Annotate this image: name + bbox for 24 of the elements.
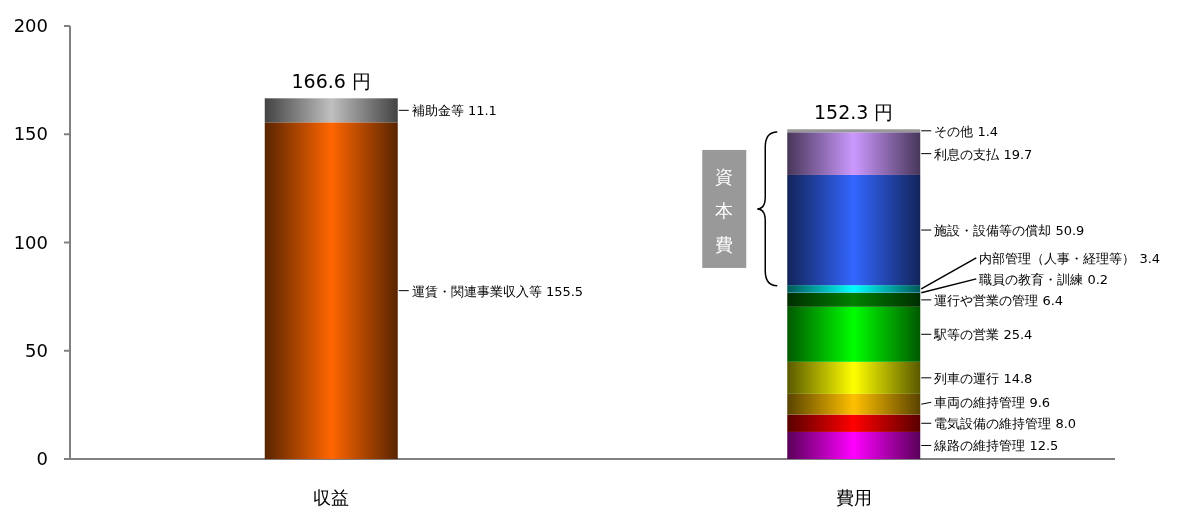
total-label: 152.3 円: [814, 101, 894, 124]
x-tick-label: 費用: [835, 487, 872, 508]
data-label: 駅等の営業 25.4: [933, 327, 1033, 343]
data-label: 運行や営業の管理 6.4: [934, 292, 1064, 308]
data-label: 職員の教育・訓練 0.2: [979, 271, 1109, 287]
y-tick-label: 50: [25, 339, 48, 361]
data-label: 施設・設備等の償却 50.9: [934, 223, 1085, 239]
total-label: 166.6 円: [291, 70, 371, 93]
data-label: 運賃・関連事業収入等 155.5: [411, 283, 584, 299]
annotation: 資本費: [715, 165, 734, 255]
annotation: 資本費: [702, 149, 747, 268]
y-tick-label: 150: [13, 123, 48, 145]
data-label: 内部管理（人事・経理等） 3.4: [979, 250, 1161, 266]
y-tick-label: 0: [36, 448, 48, 469]
data-label: 列車の運行 14.8: [934, 370, 1033, 386]
data-label: 車両の維持管理 9.6: [934, 395, 1051, 411]
y-tick-label: 100: [13, 231, 48, 253]
data-label: 線路の維持管理 12.5: [933, 438, 1059, 454]
data-label: 電気設備の維持管理 8.0: [934, 416, 1077, 432]
data-label: 利息の支払 19.7: [934, 146, 1033, 162]
data-label: その他 1.4: [934, 123, 999, 139]
x-tick-label: 収益: [313, 487, 350, 508]
data-label: 補助金等 11.1: [411, 103, 497, 119]
y-tick-label: 200: [13, 15, 48, 36]
